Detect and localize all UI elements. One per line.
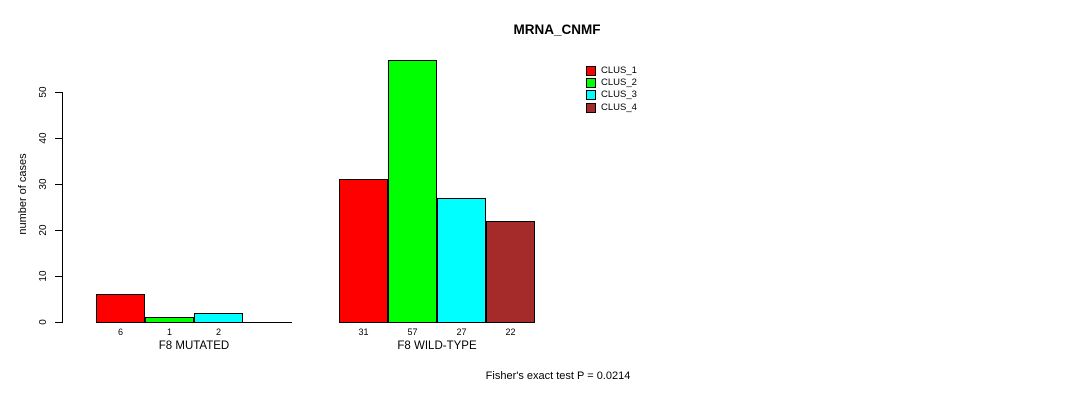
- bar-clus_3: [437, 197, 486, 323]
- y-axis-tick: [55, 138, 62, 139]
- bar-clus_2: [145, 317, 194, 323]
- legend-swatch-icon: [586, 102, 596, 113]
- bar-value-label: 31: [358, 327, 369, 337]
- bar-value-label: 2: [215, 327, 222, 337]
- y-axis-tick-label: 10: [38, 270, 49, 282]
- bar-clus_2: [388, 59, 437, 323]
- x-axis-group-label: F8 WILD-TYPE: [397, 340, 477, 352]
- bar-value-label: 1: [166, 327, 173, 337]
- bar-clus_4: [486, 220, 535, 323]
- chart-title: MRNA_CNMF: [513, 22, 601, 37]
- bar-clus_1: [339, 179, 388, 323]
- bar-value-label: 6: [117, 327, 124, 337]
- legend-item: CLUS_4: [586, 102, 637, 113]
- legend-swatch-icon: [586, 90, 596, 101]
- bar-clus_1: [96, 294, 145, 323]
- y-axis-tick: [55, 276, 62, 277]
- y-axis-tick-label: 0: [38, 319, 49, 325]
- legend-item: CLUS_2: [586, 77, 637, 88]
- y-axis-tick: [55, 322, 62, 323]
- legend-swatch-icon: [586, 65, 596, 76]
- bar-value-label: 22: [505, 327, 516, 337]
- y-axis-tick-label: 50: [38, 86, 49, 98]
- annotation-text: Fisher's exact test P = 0.0214: [485, 370, 631, 382]
- y-axis-tick: [55, 184, 62, 185]
- y-axis-tick-label: 40: [38, 132, 49, 144]
- y-axis-tick-label: 20: [38, 224, 49, 236]
- y-axis-tick-label: 30: [38, 178, 49, 190]
- legend-label: CLUS_1: [601, 64, 637, 76]
- y-axis-tick: [55, 230, 62, 231]
- legend-label: CLUS_2: [601, 76, 637, 88]
- bar-clus_3: [194, 312, 243, 323]
- legend-item: CLUS_1: [586, 65, 637, 76]
- legend-label: CLUS_4: [601, 101, 637, 113]
- legend-item: CLUS_3: [586, 90, 637, 101]
- x-axis-group-label: F8 MUTATED: [158, 340, 230, 352]
- bar-value-label: 57: [407, 327, 418, 337]
- y-axis-tick: [55, 92, 62, 93]
- legend-label: CLUS_3: [601, 89, 637, 101]
- y-axis-line: [62, 92, 63, 323]
- legend-swatch-icon: [586, 77, 596, 88]
- bar-value-label: 27: [456, 327, 467, 337]
